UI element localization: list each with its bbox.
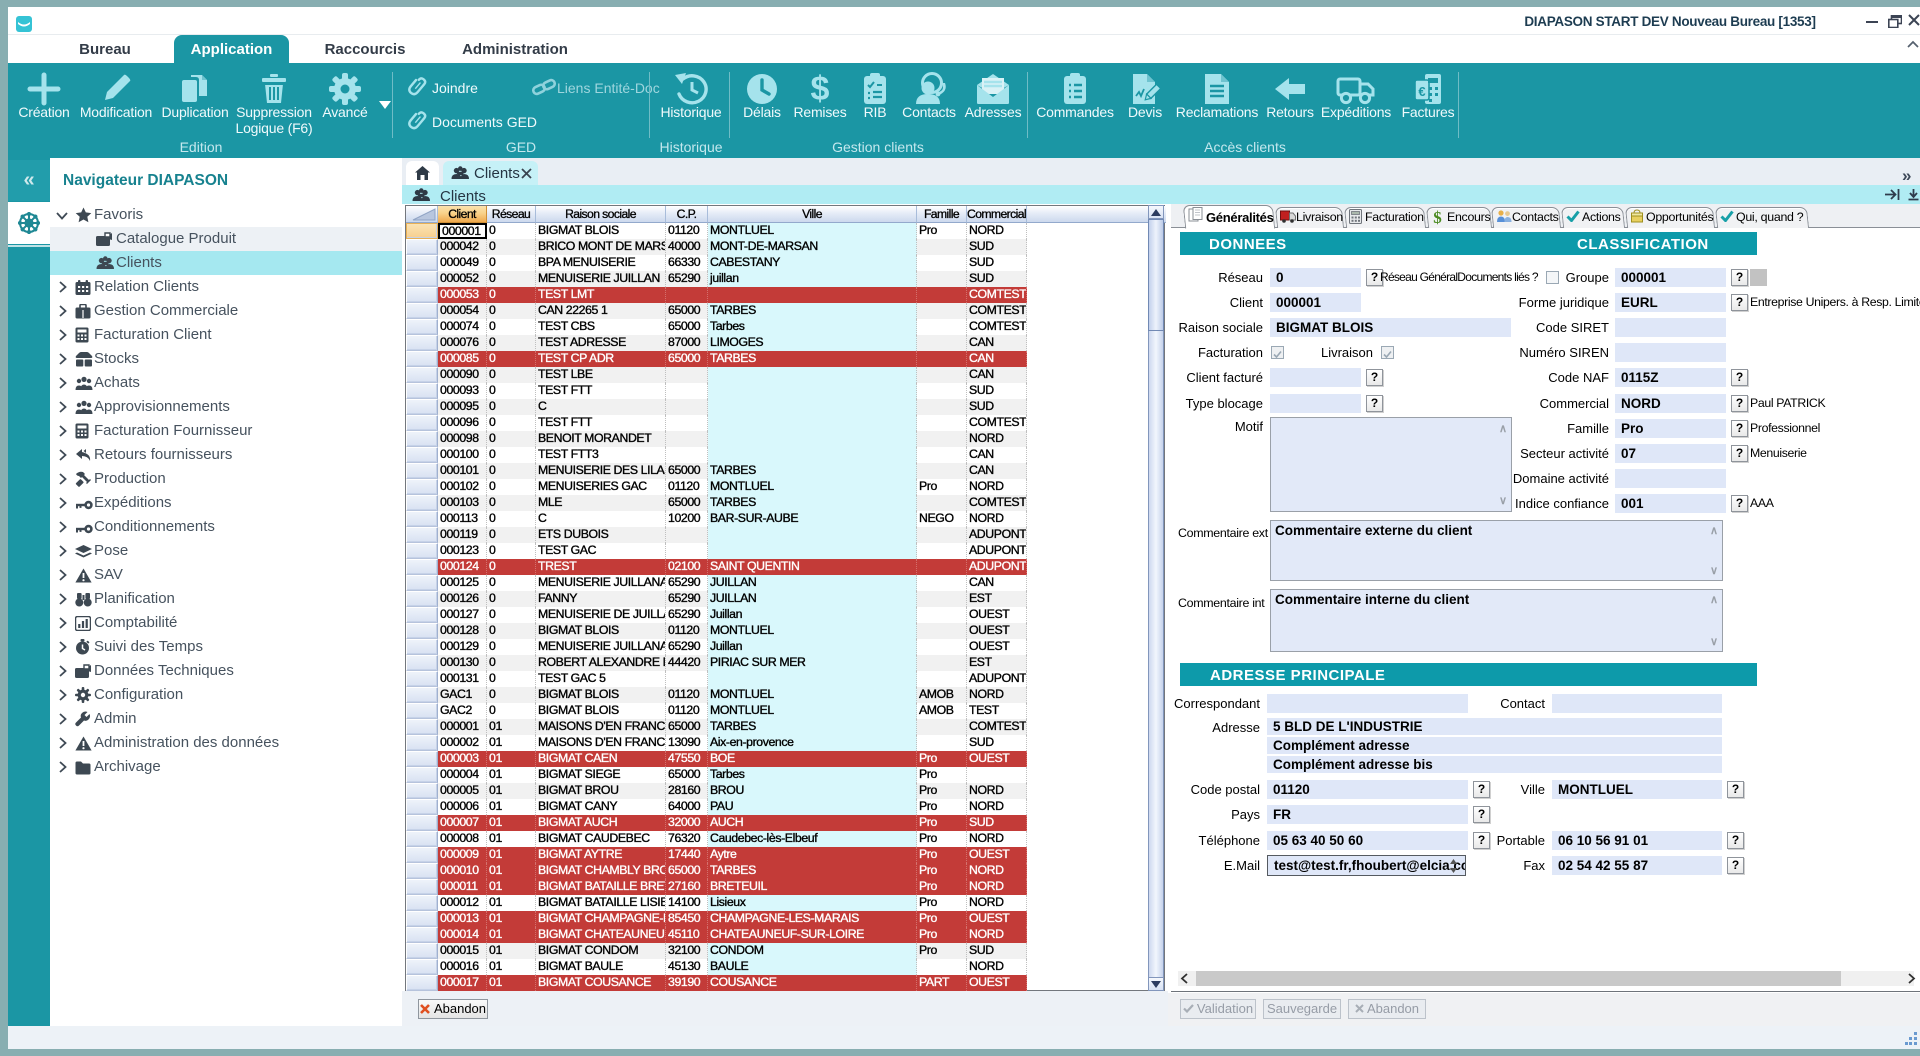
svg-text:$: $ [811, 72, 830, 106]
svg-text:$: $ [1433, 209, 1442, 225]
svg-text:€: € [1418, 84, 1425, 99]
